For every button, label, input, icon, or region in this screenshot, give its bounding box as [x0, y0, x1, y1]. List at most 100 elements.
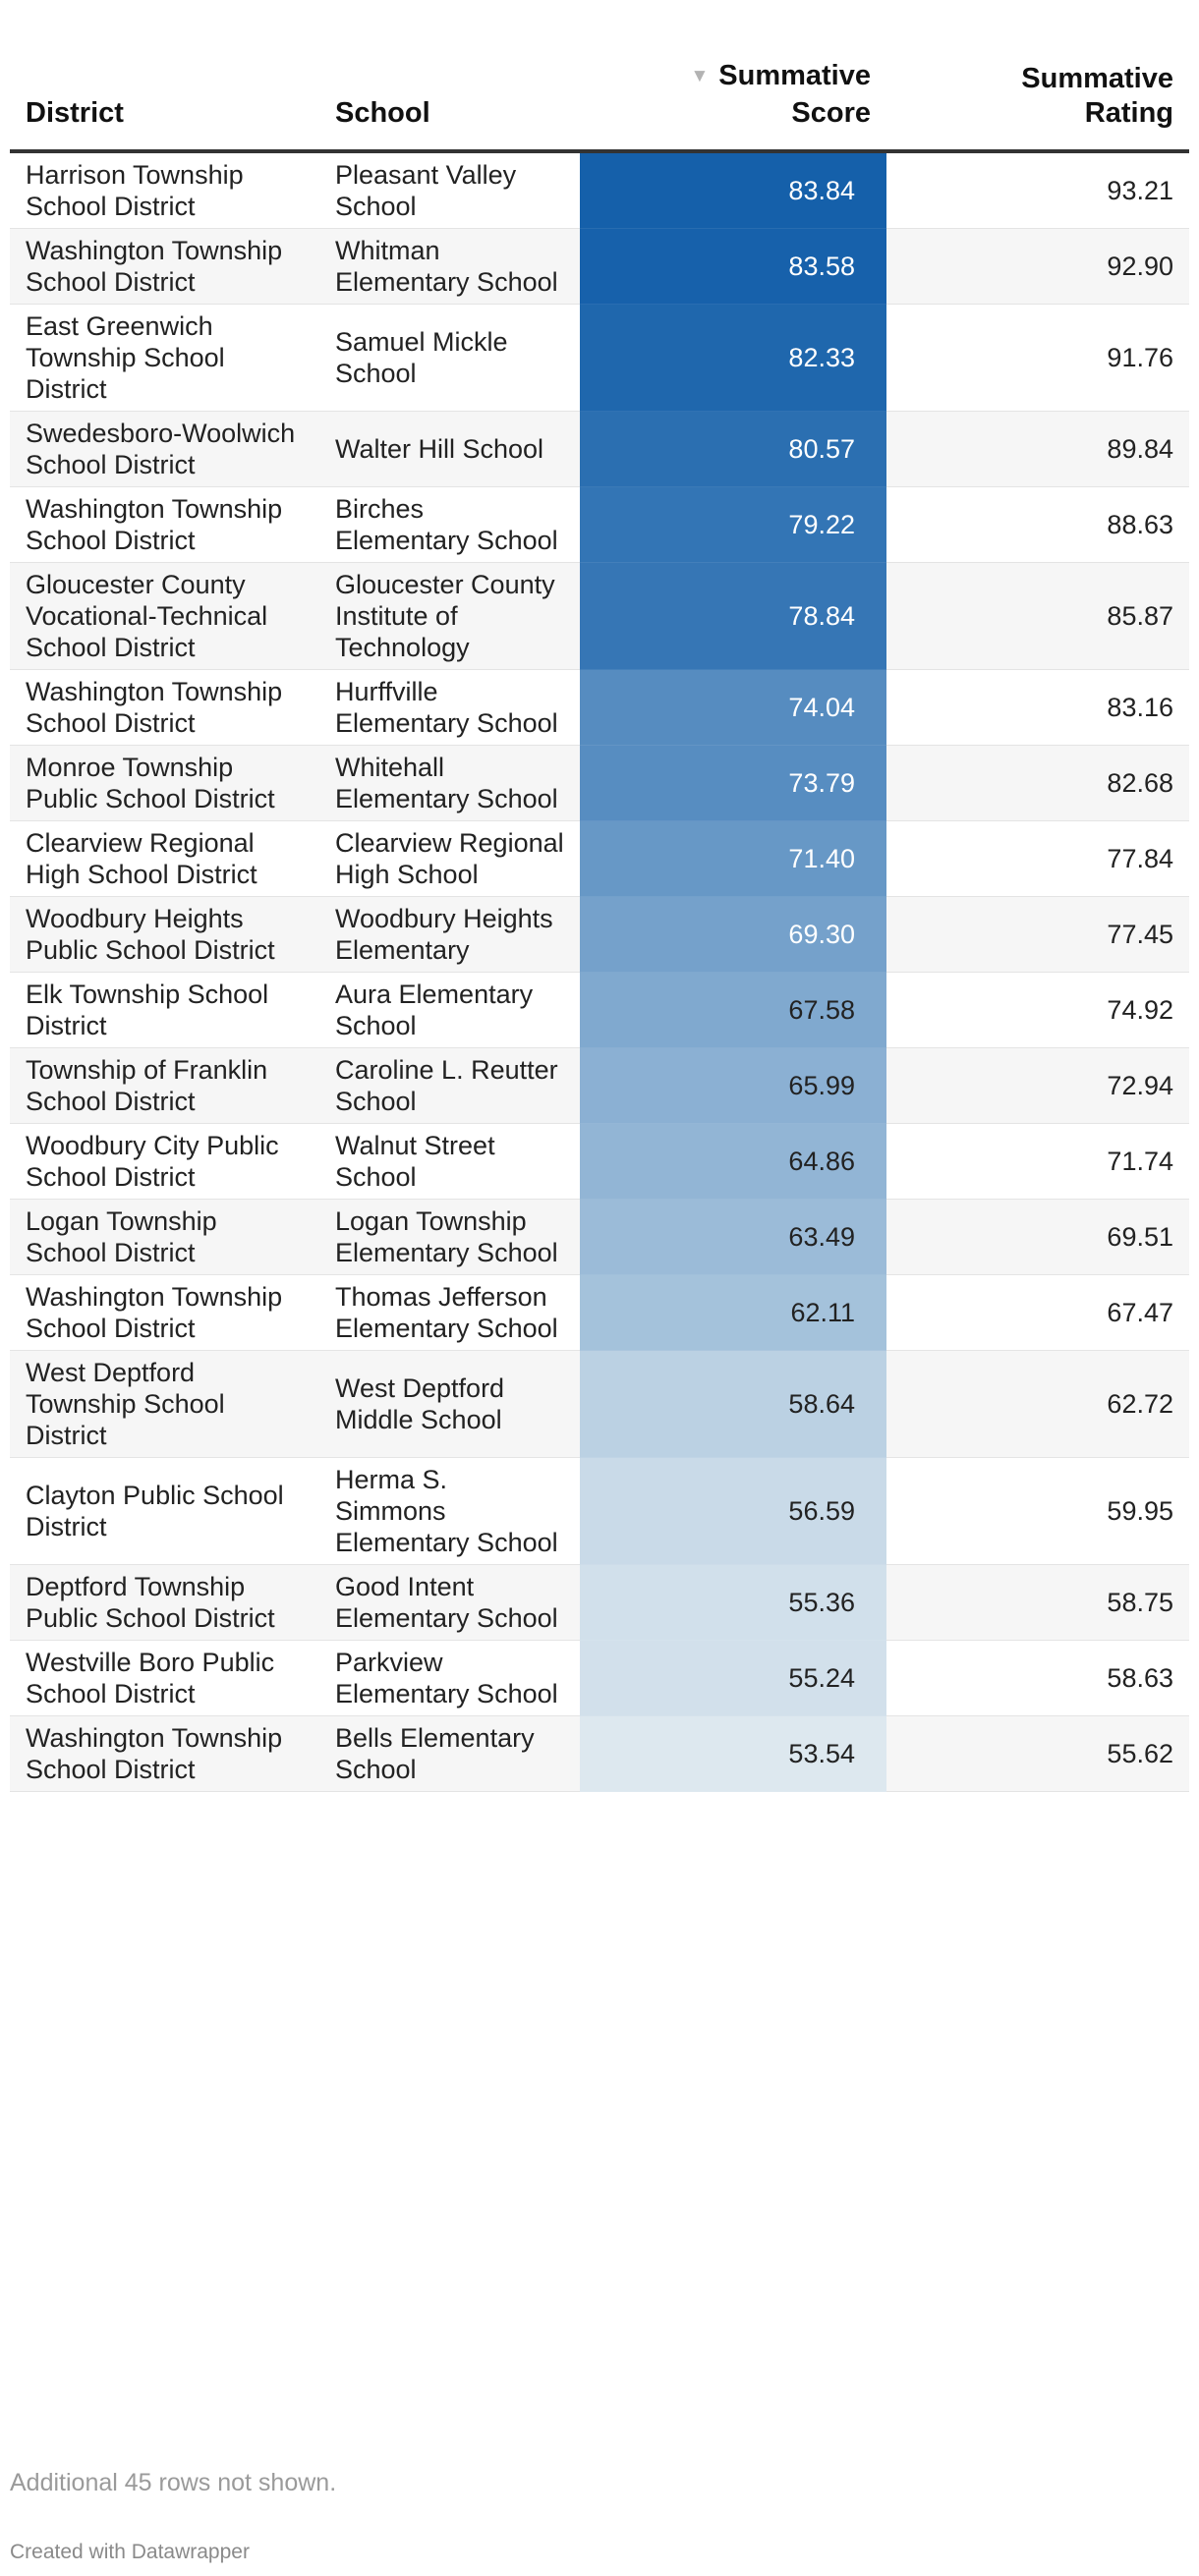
- table-row: Washington Township School District Hurff…: [10, 669, 1189, 746]
- sort-descending-icon: ▼: [690, 66, 710, 86]
- summative-score-cell: 58.64: [580, 1350, 886, 1458]
- table-row: Clearview Regional High School District C…: [10, 820, 1189, 897]
- summative-rating-cell: 92.90: [886, 228, 1189, 305]
- summative-rating-cell: 55.62: [886, 1715, 1189, 1792]
- school-cell: Samuel Mickle School: [319, 304, 580, 412]
- school-cell: Thomas Jefferson Elementary School: [319, 1274, 580, 1351]
- summative-rating-cell: 82.68: [886, 745, 1189, 821]
- table-row: Clayton Public School District Herma S. S…: [10, 1457, 1189, 1565]
- summative-rating-cell: 71.74: [886, 1123, 1189, 1200]
- summative-score-cell: 67.58: [580, 972, 886, 1048]
- school-cell: Gloucester County Institute of Technolog…: [319, 562, 580, 670]
- summative-score-cell: 82.33: [580, 304, 886, 412]
- school-cell: Logan Township Elementary School: [319, 1199, 580, 1275]
- table-header-row: District School ▼ Summative Score Summati…: [10, 0, 1189, 153]
- district-cell: Washington Township School District: [10, 1274, 319, 1351]
- summative-score-cell: 65.99: [580, 1047, 886, 1124]
- school-cell: Good Intent Elementary School: [319, 1564, 580, 1641]
- table-row: Washington Township School District Birch…: [10, 486, 1189, 563]
- table-row: Westville Boro Public School District Par…: [10, 1640, 1189, 1716]
- table-row: Washington Township School District Whitm…: [10, 228, 1189, 305]
- school-cell: Whitman Elementary School: [319, 228, 580, 305]
- school-cell: Whitehall Elementary School: [319, 745, 580, 821]
- district-cell: East Greenwich Township School District: [10, 304, 319, 412]
- summative-score-cell: 69.30: [580, 896, 886, 973]
- summative-rating-cell: 59.95: [886, 1457, 1189, 1565]
- table-row: Woodbury City Public School District Waln…: [10, 1123, 1189, 1200]
- district-cell: Township of Franklin School District: [10, 1047, 319, 1124]
- summative-rating-cell: 77.45: [886, 896, 1189, 973]
- summative-rating-cell: 74.92: [886, 972, 1189, 1048]
- table-row: Township of Franklin School District Caro…: [10, 1047, 1189, 1124]
- table-row: East Greenwich Township School District S…: [10, 304, 1189, 412]
- summative-score-cell: 79.22: [580, 486, 886, 563]
- data-table-container: District School ▼ Summative Score Summati…: [10, 0, 1189, 1792]
- summative-rating-cell: 85.87: [886, 562, 1189, 670]
- summative-score-cell: 56.59: [580, 1457, 886, 1565]
- summative-score-cell: 55.24: [580, 1640, 886, 1716]
- summative-rating-cell: 93.21: [886, 151, 1189, 229]
- school-cell: Bells Elementary School: [319, 1715, 580, 1792]
- column-header-label: Summative Score: [718, 60, 871, 129]
- column-header-summative-score[interactable]: ▼ Summative Score: [580, 0, 886, 153]
- district-cell: Woodbury City Public School District: [10, 1123, 319, 1200]
- summative-score-cell: 78.84: [580, 562, 886, 670]
- column-header-label: Summative Rating: [1021, 63, 1173, 129]
- district-cell: West Deptford Township School District: [10, 1350, 319, 1458]
- datawrapper-credit: Created with Datawrapper: [10, 2541, 250, 2563]
- table-row: Monroe Township Public School District Wh…: [10, 745, 1189, 821]
- column-header-label: School: [335, 97, 430, 129]
- school-score-table: District School ▼ Summative Score Summati…: [10, 0, 1189, 1792]
- school-cell: Walter Hill School: [319, 411, 580, 487]
- summative-rating-cell: 62.72: [886, 1350, 1189, 1458]
- column-header-school[interactable]: School: [319, 0, 580, 153]
- table-row: Deptford Township Public School District…: [10, 1564, 1189, 1641]
- school-cell: Birches Elementary School: [319, 486, 580, 563]
- summative-rating-cell: 83.16: [886, 669, 1189, 746]
- school-cell: Caroline L. Reutter School: [319, 1047, 580, 1124]
- column-header-summative-rating[interactable]: Summative Rating: [886, 0, 1189, 153]
- summative-score-cell: 71.40: [580, 820, 886, 897]
- summative-score-cell: 74.04: [580, 669, 886, 746]
- summative-score-cell: 80.57: [580, 411, 886, 487]
- district-cell: Washington Township School District: [10, 486, 319, 563]
- district-cell: Elk Township School District: [10, 972, 319, 1048]
- summative-rating-cell: 58.75: [886, 1564, 1189, 1641]
- column-header-district[interactable]: District: [10, 0, 319, 153]
- summative-rating-cell: 58.63: [886, 1640, 1189, 1716]
- summative-score-cell: 62.11: [580, 1274, 886, 1351]
- district-cell: Harrison Township School District: [10, 151, 319, 229]
- summative-rating-cell: 77.84: [886, 820, 1189, 897]
- school-cell: Hurffville Elementary School: [319, 669, 580, 746]
- footnote-text: Additional 45 rows not shown.: [10, 2469, 337, 2496]
- summative-score-cell: 53.54: [580, 1715, 886, 1792]
- school-cell: Clearview Regional High School: [319, 820, 580, 897]
- summative-score-cell: 83.84: [580, 151, 886, 229]
- summative-score-cell: 55.36: [580, 1564, 886, 1641]
- district-cell: Washington Township School District: [10, 669, 319, 746]
- column-header-label: District: [26, 97, 124, 129]
- district-cell: Woodbury Heights Public School District: [10, 896, 319, 973]
- summative-rating-cell: 69.51: [886, 1199, 1189, 1275]
- school-cell: Pleasant Valley School: [319, 151, 580, 229]
- school-cell: Walnut Street School: [319, 1123, 580, 1200]
- district-cell: Washington Township School District: [10, 1715, 319, 1792]
- summative-score-cell: 63.49: [580, 1199, 886, 1275]
- summative-rating-cell: 91.76: [886, 304, 1189, 412]
- district-cell: Clearview Regional High School District: [10, 820, 319, 897]
- table-row: Gloucester County Vocational-Technical S…: [10, 562, 1189, 670]
- summative-rating-cell: 72.94: [886, 1047, 1189, 1124]
- district-cell: Clayton Public School District: [10, 1457, 319, 1565]
- table-body: Harrison Township School District Pleasan…: [10, 151, 1189, 1792]
- summative-rating-cell: 89.84: [886, 411, 1189, 487]
- table-row: Elk Township School District Aura Element…: [10, 972, 1189, 1048]
- district-cell: Monroe Township Public School District: [10, 745, 319, 821]
- school-cell: West Deptford Middle School: [319, 1350, 580, 1458]
- district-cell: Deptford Township Public School District: [10, 1564, 319, 1641]
- summative-rating-cell: 67.47: [886, 1274, 1189, 1351]
- district-cell: Swedesboro-Woolwich School District: [10, 411, 319, 487]
- table-row: Washington Township School District Thoma…: [10, 1274, 1189, 1351]
- summative-score-cell: 73.79: [580, 745, 886, 821]
- summative-score-cell: 64.86: [580, 1123, 886, 1200]
- district-cell: Washington Township School District: [10, 228, 319, 305]
